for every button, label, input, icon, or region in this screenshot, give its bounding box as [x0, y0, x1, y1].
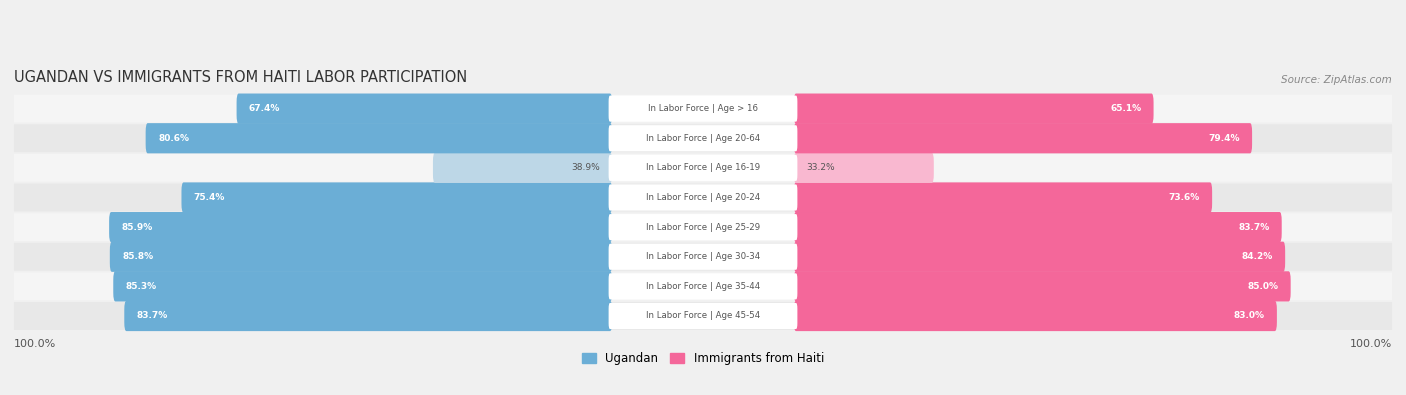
FancyBboxPatch shape [794, 301, 1277, 331]
FancyBboxPatch shape [110, 242, 612, 272]
FancyBboxPatch shape [794, 212, 1282, 242]
FancyBboxPatch shape [14, 124, 1392, 152]
Text: 85.8%: 85.8% [122, 252, 153, 261]
Text: In Labor Force | Age > 16: In Labor Force | Age > 16 [648, 104, 758, 113]
Legend: Ugandan, Immigrants from Haiti: Ugandan, Immigrants from Haiti [582, 352, 824, 365]
FancyBboxPatch shape [14, 243, 1392, 271]
Text: 84.2%: 84.2% [1241, 252, 1272, 261]
Text: 100.0%: 100.0% [14, 339, 56, 349]
FancyBboxPatch shape [794, 242, 1285, 272]
Text: 85.0%: 85.0% [1247, 282, 1278, 291]
FancyBboxPatch shape [794, 123, 1253, 153]
FancyBboxPatch shape [609, 244, 797, 270]
FancyBboxPatch shape [609, 155, 797, 181]
FancyBboxPatch shape [609, 184, 797, 211]
FancyBboxPatch shape [609, 96, 797, 122]
FancyBboxPatch shape [124, 301, 612, 331]
Text: 83.7%: 83.7% [136, 312, 167, 320]
Text: 85.3%: 85.3% [125, 282, 157, 291]
FancyBboxPatch shape [609, 303, 797, 329]
Text: 67.4%: 67.4% [249, 104, 280, 113]
Text: 38.9%: 38.9% [571, 164, 599, 172]
Text: 33.2%: 33.2% [807, 164, 835, 172]
FancyBboxPatch shape [14, 184, 1392, 211]
Text: In Labor Force | Age 16-19: In Labor Force | Age 16-19 [645, 164, 761, 172]
FancyBboxPatch shape [110, 212, 612, 242]
FancyBboxPatch shape [609, 125, 797, 151]
FancyBboxPatch shape [794, 271, 1291, 301]
Text: 80.6%: 80.6% [157, 134, 188, 143]
Text: In Labor Force | Age 30-34: In Labor Force | Age 30-34 [645, 252, 761, 261]
Text: 83.0%: 83.0% [1233, 312, 1264, 320]
FancyBboxPatch shape [794, 153, 934, 183]
Text: In Labor Force | Age 25-29: In Labor Force | Age 25-29 [645, 223, 761, 231]
Text: 75.4%: 75.4% [194, 193, 225, 202]
FancyBboxPatch shape [146, 123, 612, 153]
FancyBboxPatch shape [14, 95, 1392, 122]
Text: 100.0%: 100.0% [1350, 339, 1392, 349]
FancyBboxPatch shape [14, 213, 1392, 241]
Text: 65.1%: 65.1% [1111, 104, 1142, 113]
Text: 79.4%: 79.4% [1208, 134, 1240, 143]
Text: 85.9%: 85.9% [121, 223, 153, 231]
FancyBboxPatch shape [236, 94, 612, 124]
Text: Source: ZipAtlas.com: Source: ZipAtlas.com [1281, 75, 1392, 85]
Text: In Labor Force | Age 45-54: In Labor Force | Age 45-54 [645, 312, 761, 320]
FancyBboxPatch shape [14, 302, 1392, 330]
FancyBboxPatch shape [609, 214, 797, 240]
FancyBboxPatch shape [114, 271, 612, 301]
Text: UGANDAN VS IMMIGRANTS FROM HAITI LABOR PARTICIPATION: UGANDAN VS IMMIGRANTS FROM HAITI LABOR P… [14, 70, 467, 85]
Text: In Labor Force | Age 20-24: In Labor Force | Age 20-24 [645, 193, 761, 202]
FancyBboxPatch shape [794, 94, 1153, 124]
Text: In Labor Force | Age 20-64: In Labor Force | Age 20-64 [645, 134, 761, 143]
Text: In Labor Force | Age 35-44: In Labor Force | Age 35-44 [645, 282, 761, 291]
FancyBboxPatch shape [181, 182, 612, 213]
FancyBboxPatch shape [433, 153, 612, 183]
FancyBboxPatch shape [14, 273, 1392, 300]
Text: 83.7%: 83.7% [1239, 223, 1270, 231]
FancyBboxPatch shape [609, 273, 797, 299]
FancyBboxPatch shape [794, 182, 1212, 213]
Text: 73.6%: 73.6% [1168, 193, 1199, 202]
FancyBboxPatch shape [14, 154, 1392, 182]
